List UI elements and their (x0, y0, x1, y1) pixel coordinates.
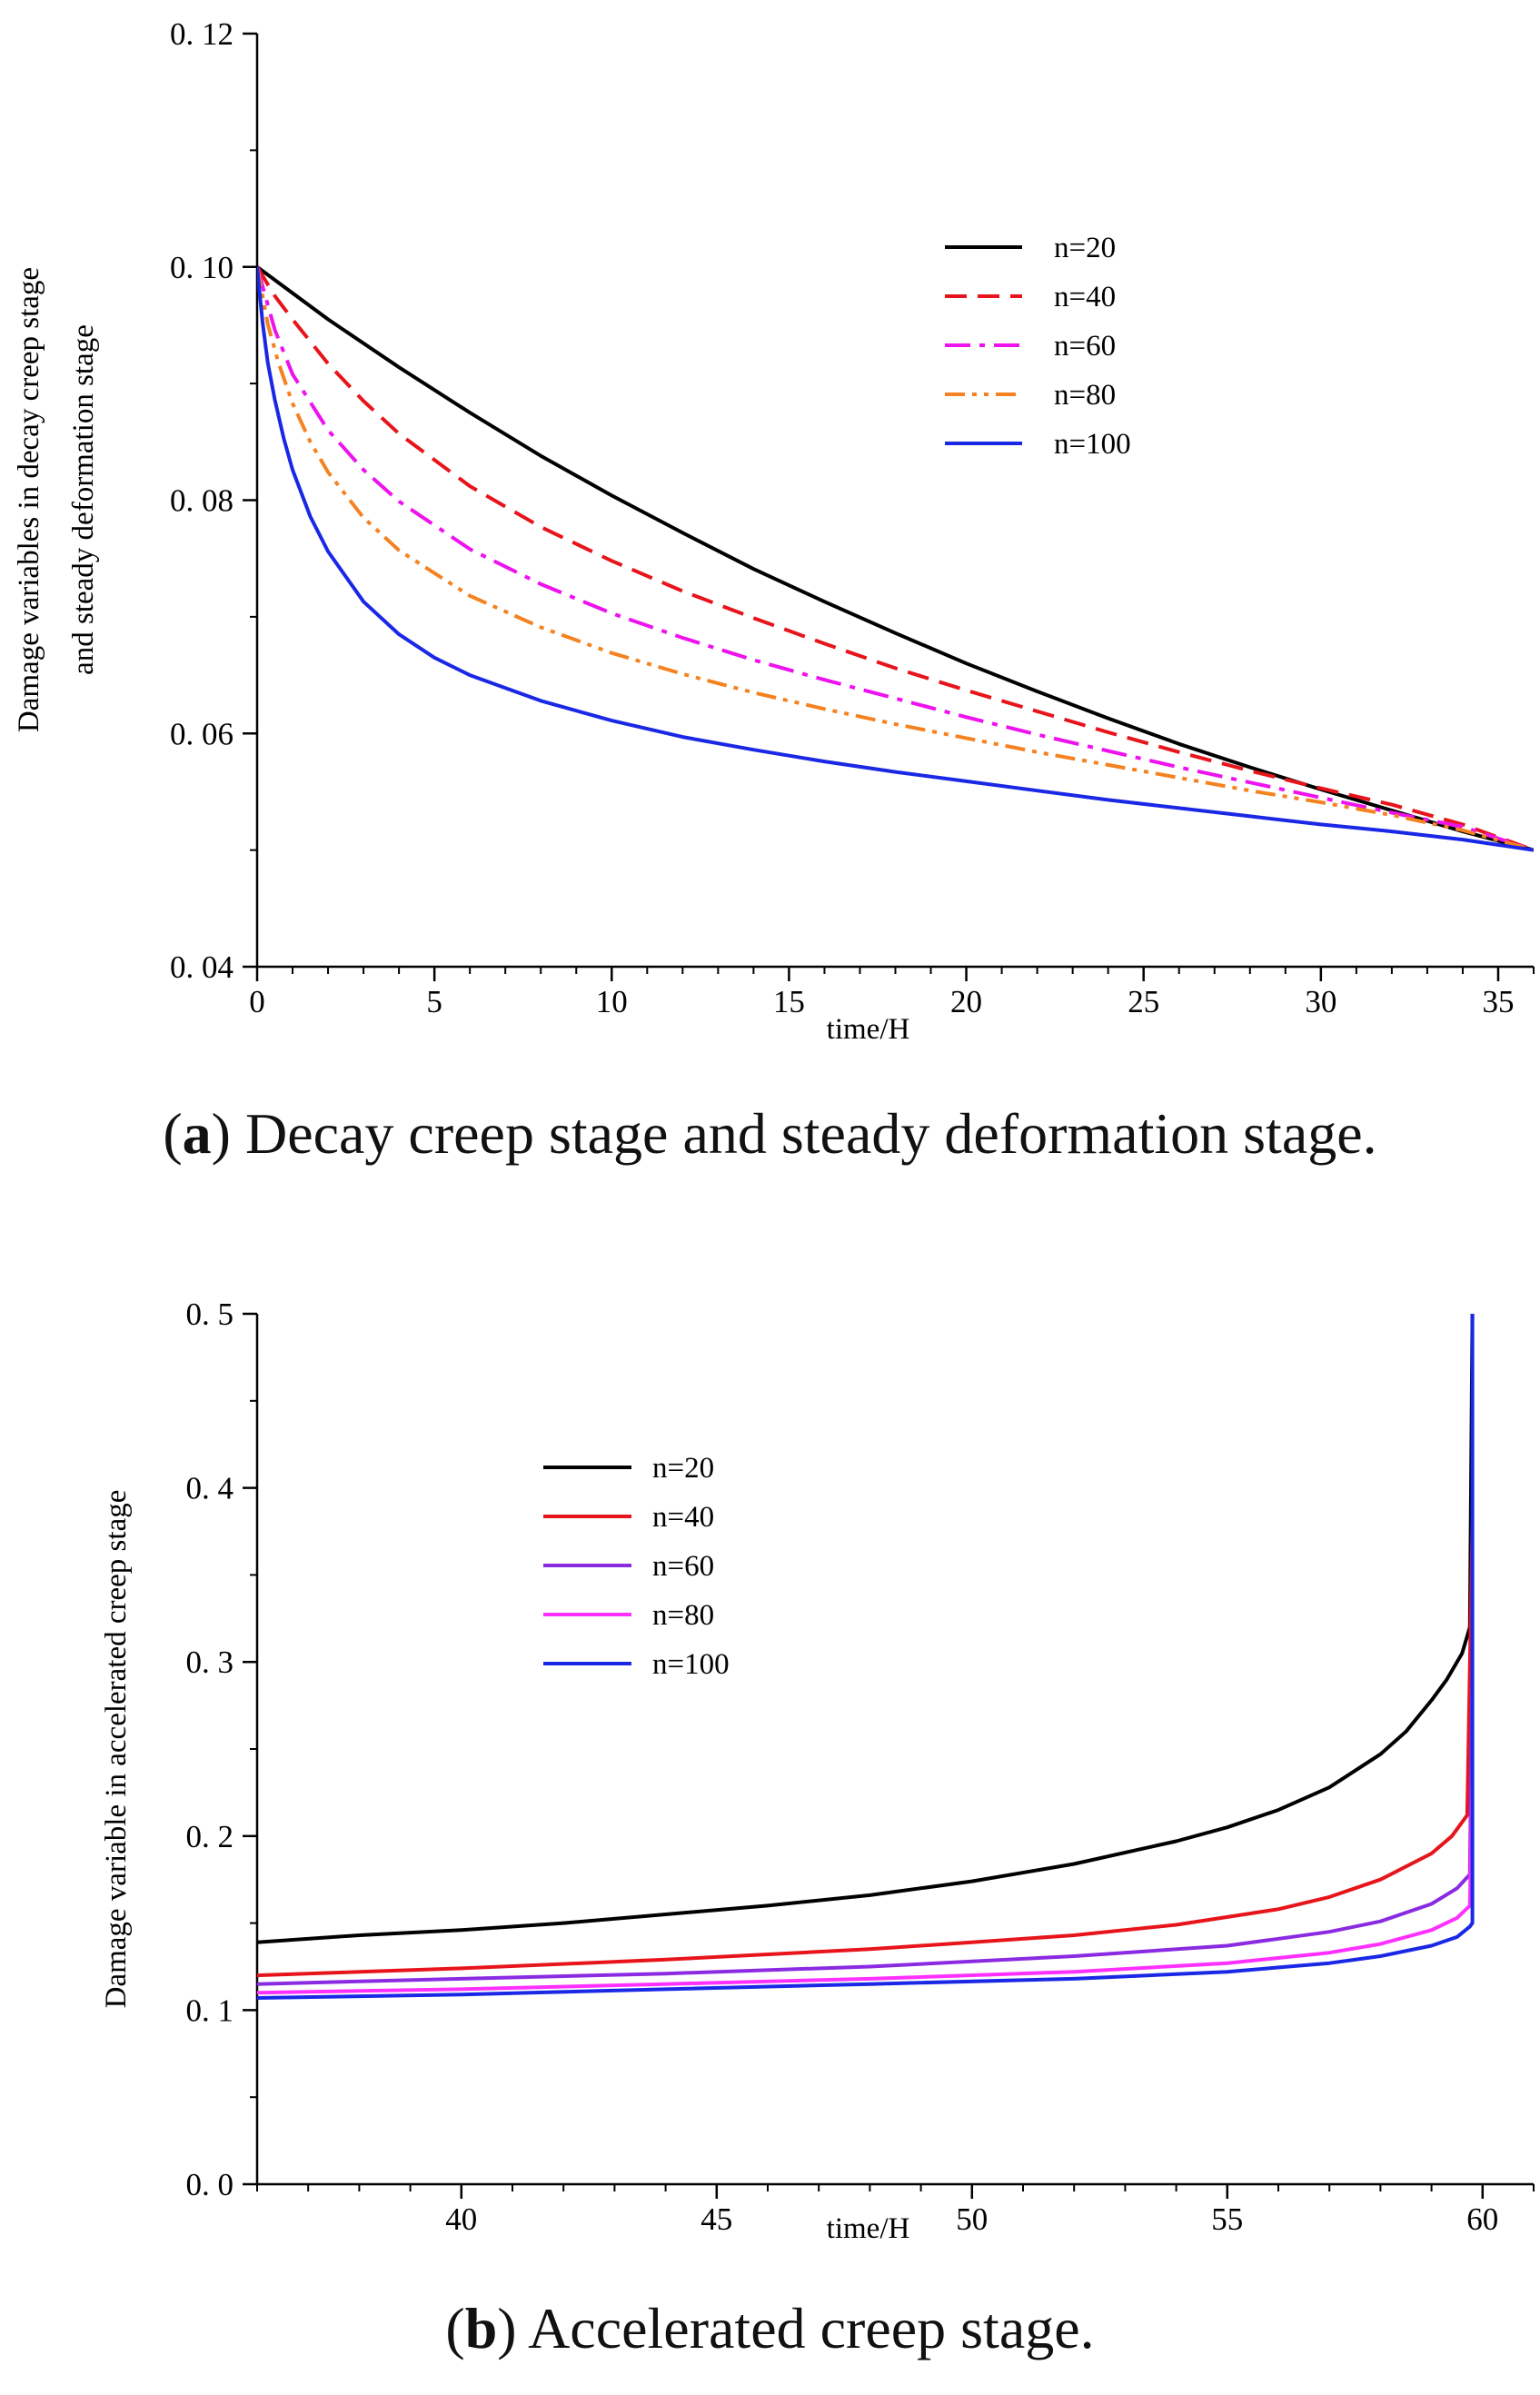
caption-b-suffix: ) (497, 2296, 529, 2360)
x-tick-label: 20 (950, 984, 982, 1019)
y-tick-label: 0. 10 (170, 250, 233, 285)
series-line-n=80 (257, 266, 1534, 852)
caption-a: (a) Decay creep stage and steady deforma… (0, 1095, 1540, 1173)
caption-a-suffix: ) (211, 1101, 245, 1166)
x-tick-label: 40 (445, 2201, 477, 2237)
legend-label-n=60: n=60 (652, 1550, 714, 1583)
y-axis-title: and steady deformation stage (67, 324, 100, 675)
y-tick-label: 0. 2 (186, 1819, 234, 1854)
x-axis-title: time/H (827, 2212, 910, 2245)
y-tick-label: 0. 0 (186, 2167, 234, 2202)
series-line-n=20 (257, 1313, 1475, 1944)
x-tick-label: 45 (700, 2201, 732, 2237)
y-tick-label: 0. 08 (170, 483, 233, 519)
legend-label-n=40: n=40 (1054, 281, 1116, 313)
x-tick-label: 10 (596, 984, 628, 1019)
y-tick-label: 0. 04 (170, 949, 233, 985)
legend-label-n=40: n=40 (652, 1501, 714, 1534)
y-axis-title: Damage variables in decay creep stage (13, 267, 45, 732)
series-line-n=60 (257, 1662, 1475, 1986)
caption-b-prefix: ( (445, 2296, 465, 2360)
legend-label-n=100: n=100 (652, 1648, 730, 1681)
x-tick-label: 0 (249, 984, 265, 1019)
y-tick-label: 0. 4 (186, 1471, 234, 1506)
x-tick-label: 50 (956, 2201, 988, 2237)
series-line-n=100 (257, 1314, 1475, 2000)
series-line-n=40 (257, 265, 1534, 852)
x-tick-label: 5 (426, 984, 442, 1019)
caption-b-letter: b (464, 2296, 498, 2360)
chart-b: 40 45 50 55 60 0. 0 0. 1 0. 2 0. 3 0. 4 0. 5 time/H… (100, 1297, 1535, 2245)
series-line-n=80 (257, 1766, 1475, 1995)
x-tick-label: 60 (1466, 2201, 1498, 2237)
caption-a-prefix: ( (163, 1101, 183, 1166)
x-tick-label: 15 (773, 984, 805, 1019)
legend-label-n=20: n=20 (1054, 232, 1116, 264)
legend-label-n=100: n=100 (1054, 428, 1131, 461)
caption-a-letter: a (182, 1101, 212, 1166)
legend-label-n=80: n=80 (1054, 379, 1116, 412)
caption-b-text: Accelerated creep stage. (528, 2296, 1095, 2360)
series-line-n=100 (257, 266, 1534, 852)
legend-label-n=60: n=60 (1054, 330, 1116, 363)
legend-label-n=80: n=80 (652, 1599, 714, 1632)
x-tick-label: 35 (1482, 984, 1514, 1019)
series-line-n=60 (257, 266, 1534, 852)
x-tick-label: 30 (1305, 984, 1336, 1019)
chart-a: 0 5 10 15 20 25 30 35 0. 04 0. 06 0. 08 0. 10 0. 12 t… (13, 16, 1535, 1046)
x-tick-label: 55 (1211, 2201, 1243, 2237)
y-tick-label: 0. 1 (186, 1993, 234, 2028)
series-line-n=40 (257, 1522, 1475, 1978)
y-tick-label: 0. 12 (170, 16, 233, 52)
y-tick-label: 0. 3 (186, 1645, 234, 1680)
x-tick-label: 25 (1128, 984, 1159, 1019)
y-axis-title: Damage variable in accelerated creep sta… (100, 1490, 133, 2009)
y-tick-label: 0. 5 (186, 1297, 234, 1332)
legend-label-n=20: n=20 (652, 1452, 714, 1485)
series-line-n=20 (257, 265, 1534, 852)
x-axis-title: time/H (827, 1013, 910, 1046)
caption-b: (b) Accelerated creep stage. (0, 2290, 1540, 2368)
y-tick-label: 0. 06 (170, 716, 233, 751)
caption-a-text: Decay creep stage and steady deformation… (244, 1101, 1377, 1166)
